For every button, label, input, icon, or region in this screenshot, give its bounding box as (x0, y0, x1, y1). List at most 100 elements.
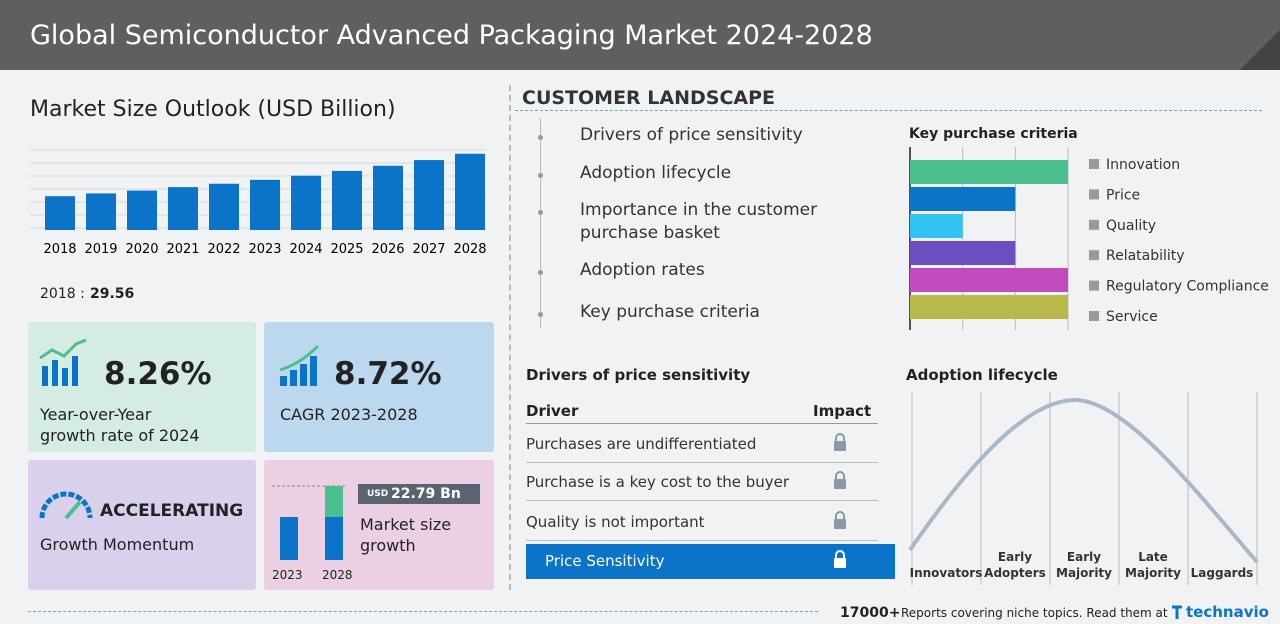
footer-text: Reports covering niche topics. Read them… (901, 606, 1168, 620)
cagr-card: 8.72% CAGR 2023-2028 (264, 322, 494, 452)
footer-rule (28, 611, 818, 612)
bar (168, 187, 198, 230)
cagr-label: CAGR 2023-2028 (280, 405, 418, 424)
bar (373, 165, 403, 230)
brand-logo (1172, 605, 1182, 619)
stage-label: Early (1067, 550, 1101, 564)
adoption-curve (908, 397, 1259, 564)
growth-label: Market size growth (360, 515, 452, 555)
x-tick-label: 2021 (166, 242, 199, 257)
legend-swatch (1089, 250, 1099, 261)
growth-icon (39, 338, 87, 386)
bar (414, 160, 444, 230)
lock-icon (834, 471, 846, 489)
stage-label: Early (998, 550, 1032, 564)
stage-label: Innovators (910, 566, 983, 580)
legend-label: Regulatory Compliance (1106, 279, 1269, 295)
market-title: Market Size Outlook (USD Billion) (30, 97, 396, 122)
growth-value: 22.79 Bn (391, 486, 461, 502)
legend-label: Quality (1106, 218, 1156, 234)
base-label: 2018 : (40, 286, 85, 302)
table-rule (526, 423, 878, 424)
landscape-item: Adoption rates (580, 260, 705, 280)
lock-shackle (835, 433, 845, 441)
x-tick-label: 2020 (125, 242, 158, 257)
x-tick-label: 2028 (453, 242, 486, 257)
stage-label: Late (1138, 550, 1168, 564)
yoy-value: 8.26% (104, 356, 212, 392)
x-tick-label: 2025 (330, 242, 363, 257)
cagr-value: 8.72% (334, 356, 442, 392)
legend-label: Relatability (1106, 248, 1185, 264)
x-tick-label: 2023 (248, 242, 281, 257)
landscape-dot (538, 135, 543, 140)
growth-badge (358, 484, 480, 504)
landscape-dot (538, 312, 543, 317)
row-rule (526, 462, 878, 463)
lock-body (834, 441, 846, 451)
landscape-item: Importance in the customer purchase bask… (580, 200, 818, 243)
landscape-dot (538, 270, 543, 275)
legend-swatch (1089, 219, 1099, 230)
gauge-icon (39, 491, 93, 520)
legend-swatch (1089, 280, 1099, 291)
bar (127, 190, 157, 230)
stage-label: Majority (1056, 566, 1112, 580)
lock-shackle (835, 550, 845, 558)
legend-label: Innovation (1106, 157, 1180, 173)
growth-year: 2023 (272, 568, 303, 582)
bar (45, 196, 75, 230)
bar (910, 241, 1016, 265)
legend-swatch (1089, 189, 1099, 200)
cagr-icon (279, 344, 320, 386)
growth-mini-chart (272, 485, 346, 560)
landscape-item: Adoption lifecycle (580, 163, 732, 183)
drivers-header: Driver (526, 402, 579, 420)
legend-label: Service (1106, 309, 1158, 325)
kpc-chart: Innovation Price Quality Relatability Regula… (909, 147, 1269, 330)
brand: technavio (1186, 603, 1269, 621)
landscape-rule (515, 110, 1262, 111)
x-tick-label: 2022 (207, 242, 240, 257)
landscape-item: Drivers of price sensitivity (580, 125, 803, 145)
driver-row: Purchases are undifferentiated (526, 435, 757, 453)
landscape-title: CUSTOMER LANDSCAPE (522, 87, 776, 109)
bar (910, 160, 1068, 184)
x-tick-label: 2027 (412, 242, 445, 257)
bar (910, 268, 1068, 292)
landscape-dot (538, 210, 543, 215)
momentum-value: ACCELERATING (100, 501, 244, 521)
drivers-header: Impact (813, 402, 872, 420)
bar (250, 179, 280, 230)
growth-currency: USD (367, 489, 389, 499)
bar (910, 214, 963, 238)
growth-year: 2028 (322, 568, 353, 582)
base-value: 29.56 (90, 286, 135, 302)
landscape-list: Drivers of price sensitivity Adoption lif… (538, 118, 841, 328)
footer-count: 17000+ (840, 605, 901, 621)
momentum-card: ACCELERATING Growth Momentum (28, 460, 256, 590)
growth-card: 2023 2028 USD 22.79 Bn Market size growt… (264, 460, 494, 590)
lock-shackle (835, 471, 845, 479)
stage-label: Laggards (1191, 566, 1254, 580)
landscape-item: Key purchase criteria (580, 302, 760, 322)
stage-label: Adopters (984, 566, 1046, 580)
yoy-label: Year-over-Year growth rate of 2024 (40, 405, 200, 445)
stage-label: Majority (1125, 566, 1181, 580)
lock-body (834, 479, 846, 489)
yoy-card: 8.26% Year-over-Year growth rate of 2024 (28, 322, 256, 452)
driver-row: Purchase is a key cost to the buyer (526, 473, 790, 491)
momentum-label: Growth Momentum (40, 535, 195, 554)
bar (86, 193, 116, 230)
adoption-columns (911, 392, 1258, 585)
kpc-title: Key purchase criteria (909, 126, 1078, 142)
legend-swatch (1089, 311, 1099, 321)
driver-row: Quality is not important (526, 513, 705, 531)
adoption-title: Adoption lifecycle (906, 366, 1058, 384)
bar (910, 295, 1068, 319)
bar (291, 175, 321, 230)
bar (910, 187, 1016, 211)
adoption-chart: Innovators Early Adopters Early Majority Late… (908, 392, 1259, 585)
x-tick-label: 2019 (84, 242, 117, 257)
